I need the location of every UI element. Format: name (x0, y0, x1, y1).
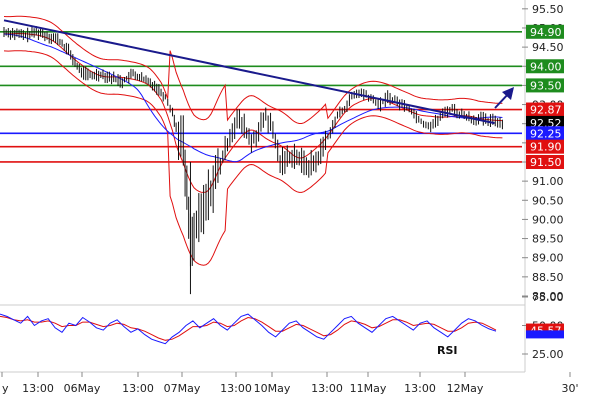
level-tag-label: 92.87 (530, 104, 562, 117)
y-tick-label: 90.50 (532, 194, 564, 207)
rsi-signal-line (0, 315, 497, 341)
arrow-head (502, 87, 514, 100)
level-tag (526, 154, 564, 169)
x-tick-label: 12May (447, 382, 484, 395)
x-tick-label: 13:00 (122, 382, 154, 395)
y-tick-label: 94.50 (532, 41, 564, 54)
moving-average-line (3, 33, 503, 163)
level-tag-label: 93.50 (530, 79, 562, 92)
x-tick-label: 10May (254, 382, 291, 395)
level-tag (526, 139, 564, 154)
rsi-second-tag (526, 330, 564, 339)
middle-band-line (3, 33, 503, 193)
x-tick-label: 13:00 (404, 382, 436, 395)
level-tag (526, 78, 564, 93)
x-tick-label: 11May (350, 382, 387, 395)
x-tick-label: y (2, 382, 9, 395)
trendline (3, 19, 495, 125)
y-tick-label: 95.50 (532, 3, 564, 16)
y-tick-label: 90.00 (532, 213, 564, 226)
level-tag-label: 94.90 (530, 26, 562, 39)
level-tag (526, 102, 564, 117)
rsi-y-tick-label: 25.00 (532, 348, 564, 361)
x-tick-label: 13:00 (220, 382, 252, 395)
level-tag (526, 59, 564, 74)
x-tick-label: 30' (561, 382, 578, 395)
level-tag-label: 91.90 (530, 141, 562, 154)
rsi-label: RSI (437, 344, 458, 357)
upper-band-line (3, 15, 503, 124)
level-tag-label: 94.00 (530, 60, 562, 73)
level-tag-label: 91.50 (530, 156, 562, 169)
level-tag-label: 92.25 (530, 127, 562, 140)
x-tick-label: 13:00 (22, 382, 54, 395)
y-tick-label: 89.50 (532, 233, 564, 246)
level-tag (526, 126, 564, 141)
x-tick-label: 13:00 (311, 382, 343, 395)
y-tick-label: 88.00 (532, 290, 564, 303)
y-tick-label: 91.00 (532, 175, 564, 188)
y-tick-label: 89.00 (532, 252, 564, 265)
level-tag (526, 24, 564, 39)
rsi-line (0, 313, 497, 345)
lower-band-line (3, 50, 503, 266)
x-tick-label: 06May (64, 382, 101, 395)
x-tick-label: 07May (164, 382, 201, 395)
y-tick-label: 88.50 (532, 271, 564, 284)
rsi-y-tick-label: 75.00 (532, 291, 564, 304)
